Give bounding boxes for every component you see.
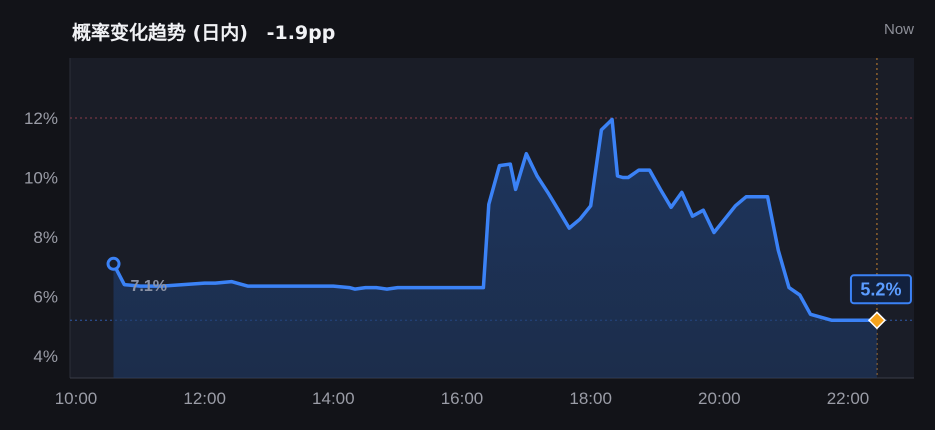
end-point-marker xyxy=(867,311,887,330)
y-tick-label: 12% xyxy=(24,109,58,128)
end-value-label: 5.2% xyxy=(860,279,901,299)
x-tick-label: 14:00 xyxy=(312,389,355,408)
series-area xyxy=(113,119,877,378)
x-tick-label: 16:00 xyxy=(441,389,484,408)
delta-value: -1.9pp xyxy=(266,22,336,44)
series-line xyxy=(111,117,879,323)
y-tick-label: 10% xyxy=(24,169,58,188)
x-tick-label: 20:00 xyxy=(698,389,741,408)
chart-header: 概率变化趋势 (日内) -1.9pp xyxy=(72,18,335,45)
x-tick-label: 18:00 xyxy=(569,389,612,408)
x-tick-label: 22:00 xyxy=(827,389,870,408)
now-label: Now xyxy=(883,21,914,38)
y-tick-label: 6% xyxy=(33,288,58,307)
y-tick-label: 8% xyxy=(33,228,58,247)
start-point-marker xyxy=(106,256,121,271)
start-value-label: 7.1% xyxy=(131,278,167,295)
chart-title: 概率变化趋势 (日内) xyxy=(72,22,248,44)
end-value-badge xyxy=(849,274,912,305)
x-tick-label: 10:00 xyxy=(55,389,98,408)
x-tick-label: 12:00 xyxy=(183,389,226,408)
y-tick-label: 4% xyxy=(33,347,58,366)
